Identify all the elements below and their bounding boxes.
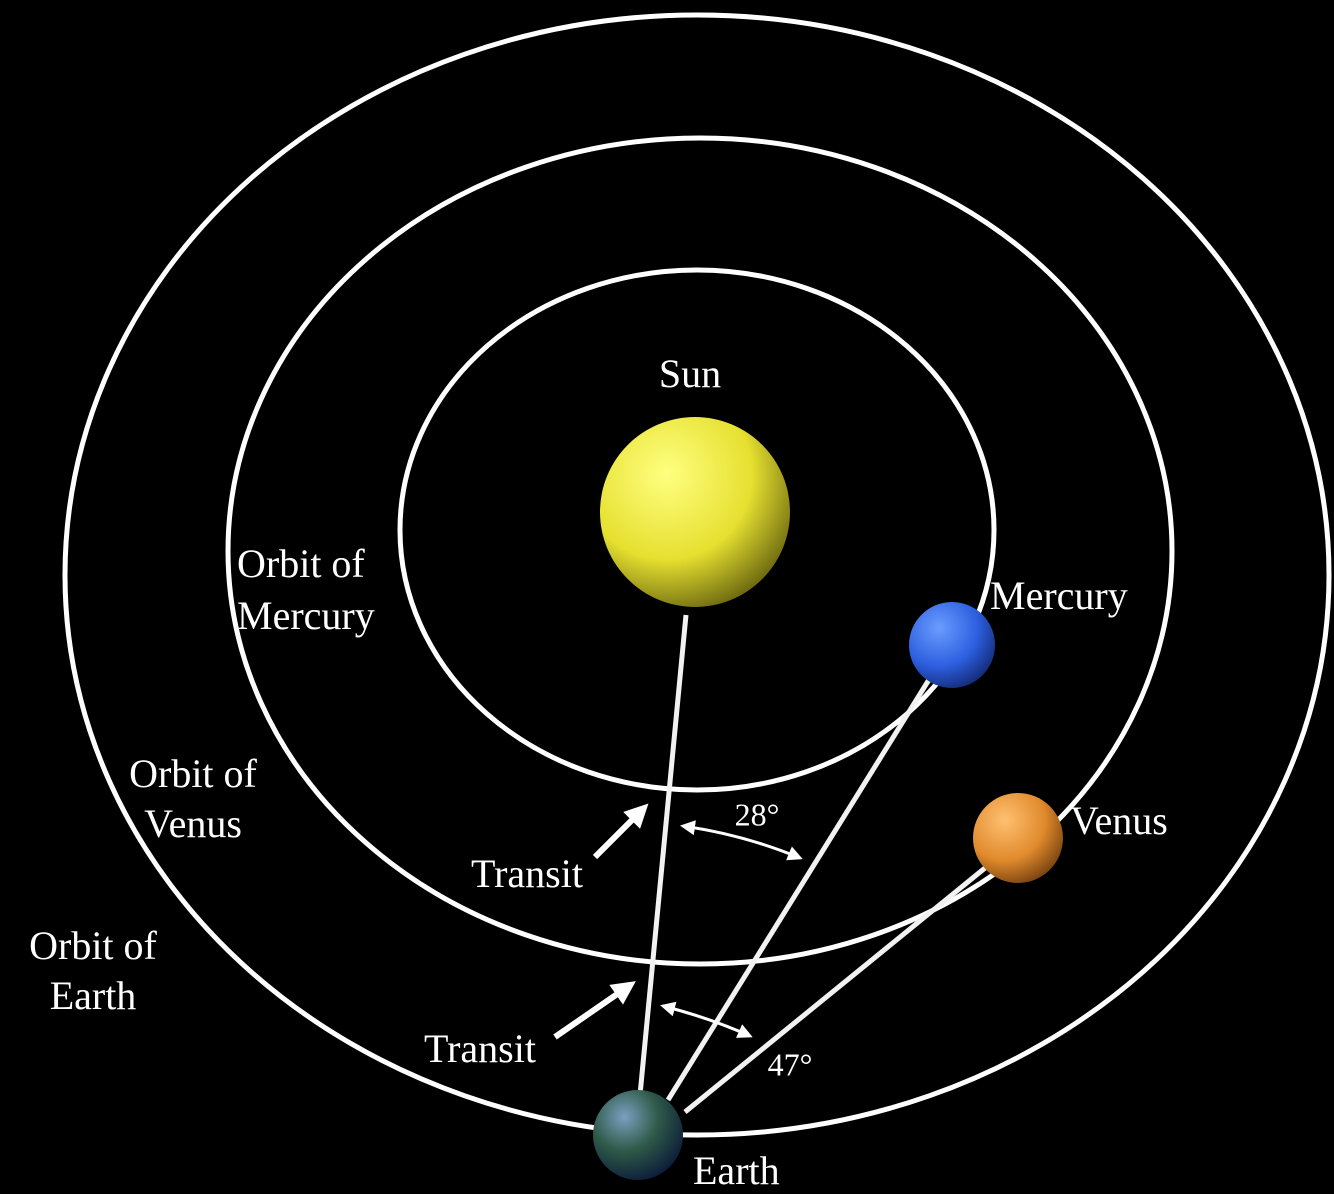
mercury-sightline <box>668 678 930 1100</box>
venus-sightline <box>685 868 985 1112</box>
transit-arrow <box>595 812 640 857</box>
transit-arrow <box>555 988 626 1037</box>
angle-arc <box>663 1006 750 1036</box>
venus-label: Venus <box>1070 798 1168 843</box>
orbit-label: Earth <box>50 973 137 1018</box>
transit-label: Transit <box>424 1026 536 1071</box>
earth-label: Earth <box>693 1148 780 1193</box>
orbit-label: Mercury <box>237 593 375 638</box>
angle-label: 28° <box>735 796 780 832</box>
sun-label: Sun <box>659 351 721 396</box>
mercury-label: Mercury <box>990 573 1128 618</box>
venus <box>973 793 1063 883</box>
mercury <box>909 602 995 688</box>
page: Sun Mercury Venus Earth Orbit of Mercury… <box>0 0 1334 1194</box>
orbit-label: Orbit of <box>29 923 157 968</box>
sun-sightline <box>640 615 686 1095</box>
angle-label: 47° <box>768 1046 813 1082</box>
earth <box>593 1090 683 1180</box>
sun <box>600 417 790 607</box>
diagram: Sun Mercury Venus Earth Orbit of Mercury… <box>0 0 1334 1194</box>
orbit-label: Orbit of <box>237 541 365 586</box>
transit-label: Transit <box>471 851 583 896</box>
orbit-label: Orbit of <box>129 751 257 796</box>
orbit-label: Venus <box>144 801 242 846</box>
